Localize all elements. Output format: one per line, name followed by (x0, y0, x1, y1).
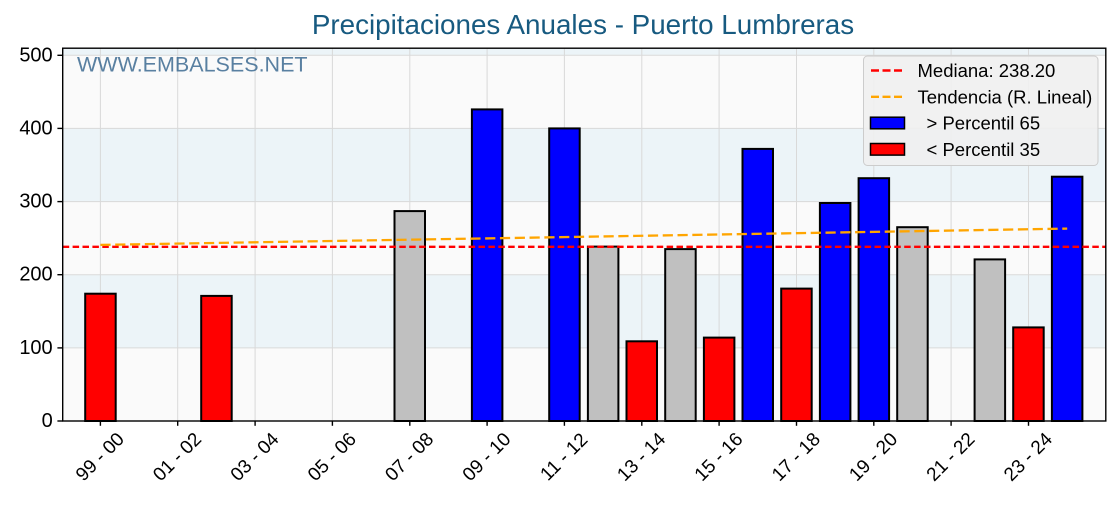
svg-text:0: 0 (42, 410, 53, 432)
svg-text:500: 500 (19, 44, 52, 66)
svg-text:Mediana: 238.20: Mediana: 238.20 (918, 60, 1056, 81)
svg-text:Tendencia (R. Lineal): Tendencia (R. Lineal) (918, 86, 1093, 107)
svg-text:Precipitaciones Anuales - Puer: Precipitaciones Anuales - Puerto Lumbrer… (312, 9, 854, 40)
svg-text:> Percentil 65: > Percentil 65 (927, 113, 1041, 134)
svg-text:< Percentil 35: < Percentil 35 (927, 139, 1041, 160)
svg-text:400: 400 (19, 117, 52, 139)
svg-text:200: 200 (19, 264, 52, 286)
svg-text:WWW.EMBALSES.NET: WWW.EMBALSES.NET (77, 53, 308, 77)
svg-text:300: 300 (19, 191, 52, 213)
svg-text:100: 100 (19, 337, 52, 359)
